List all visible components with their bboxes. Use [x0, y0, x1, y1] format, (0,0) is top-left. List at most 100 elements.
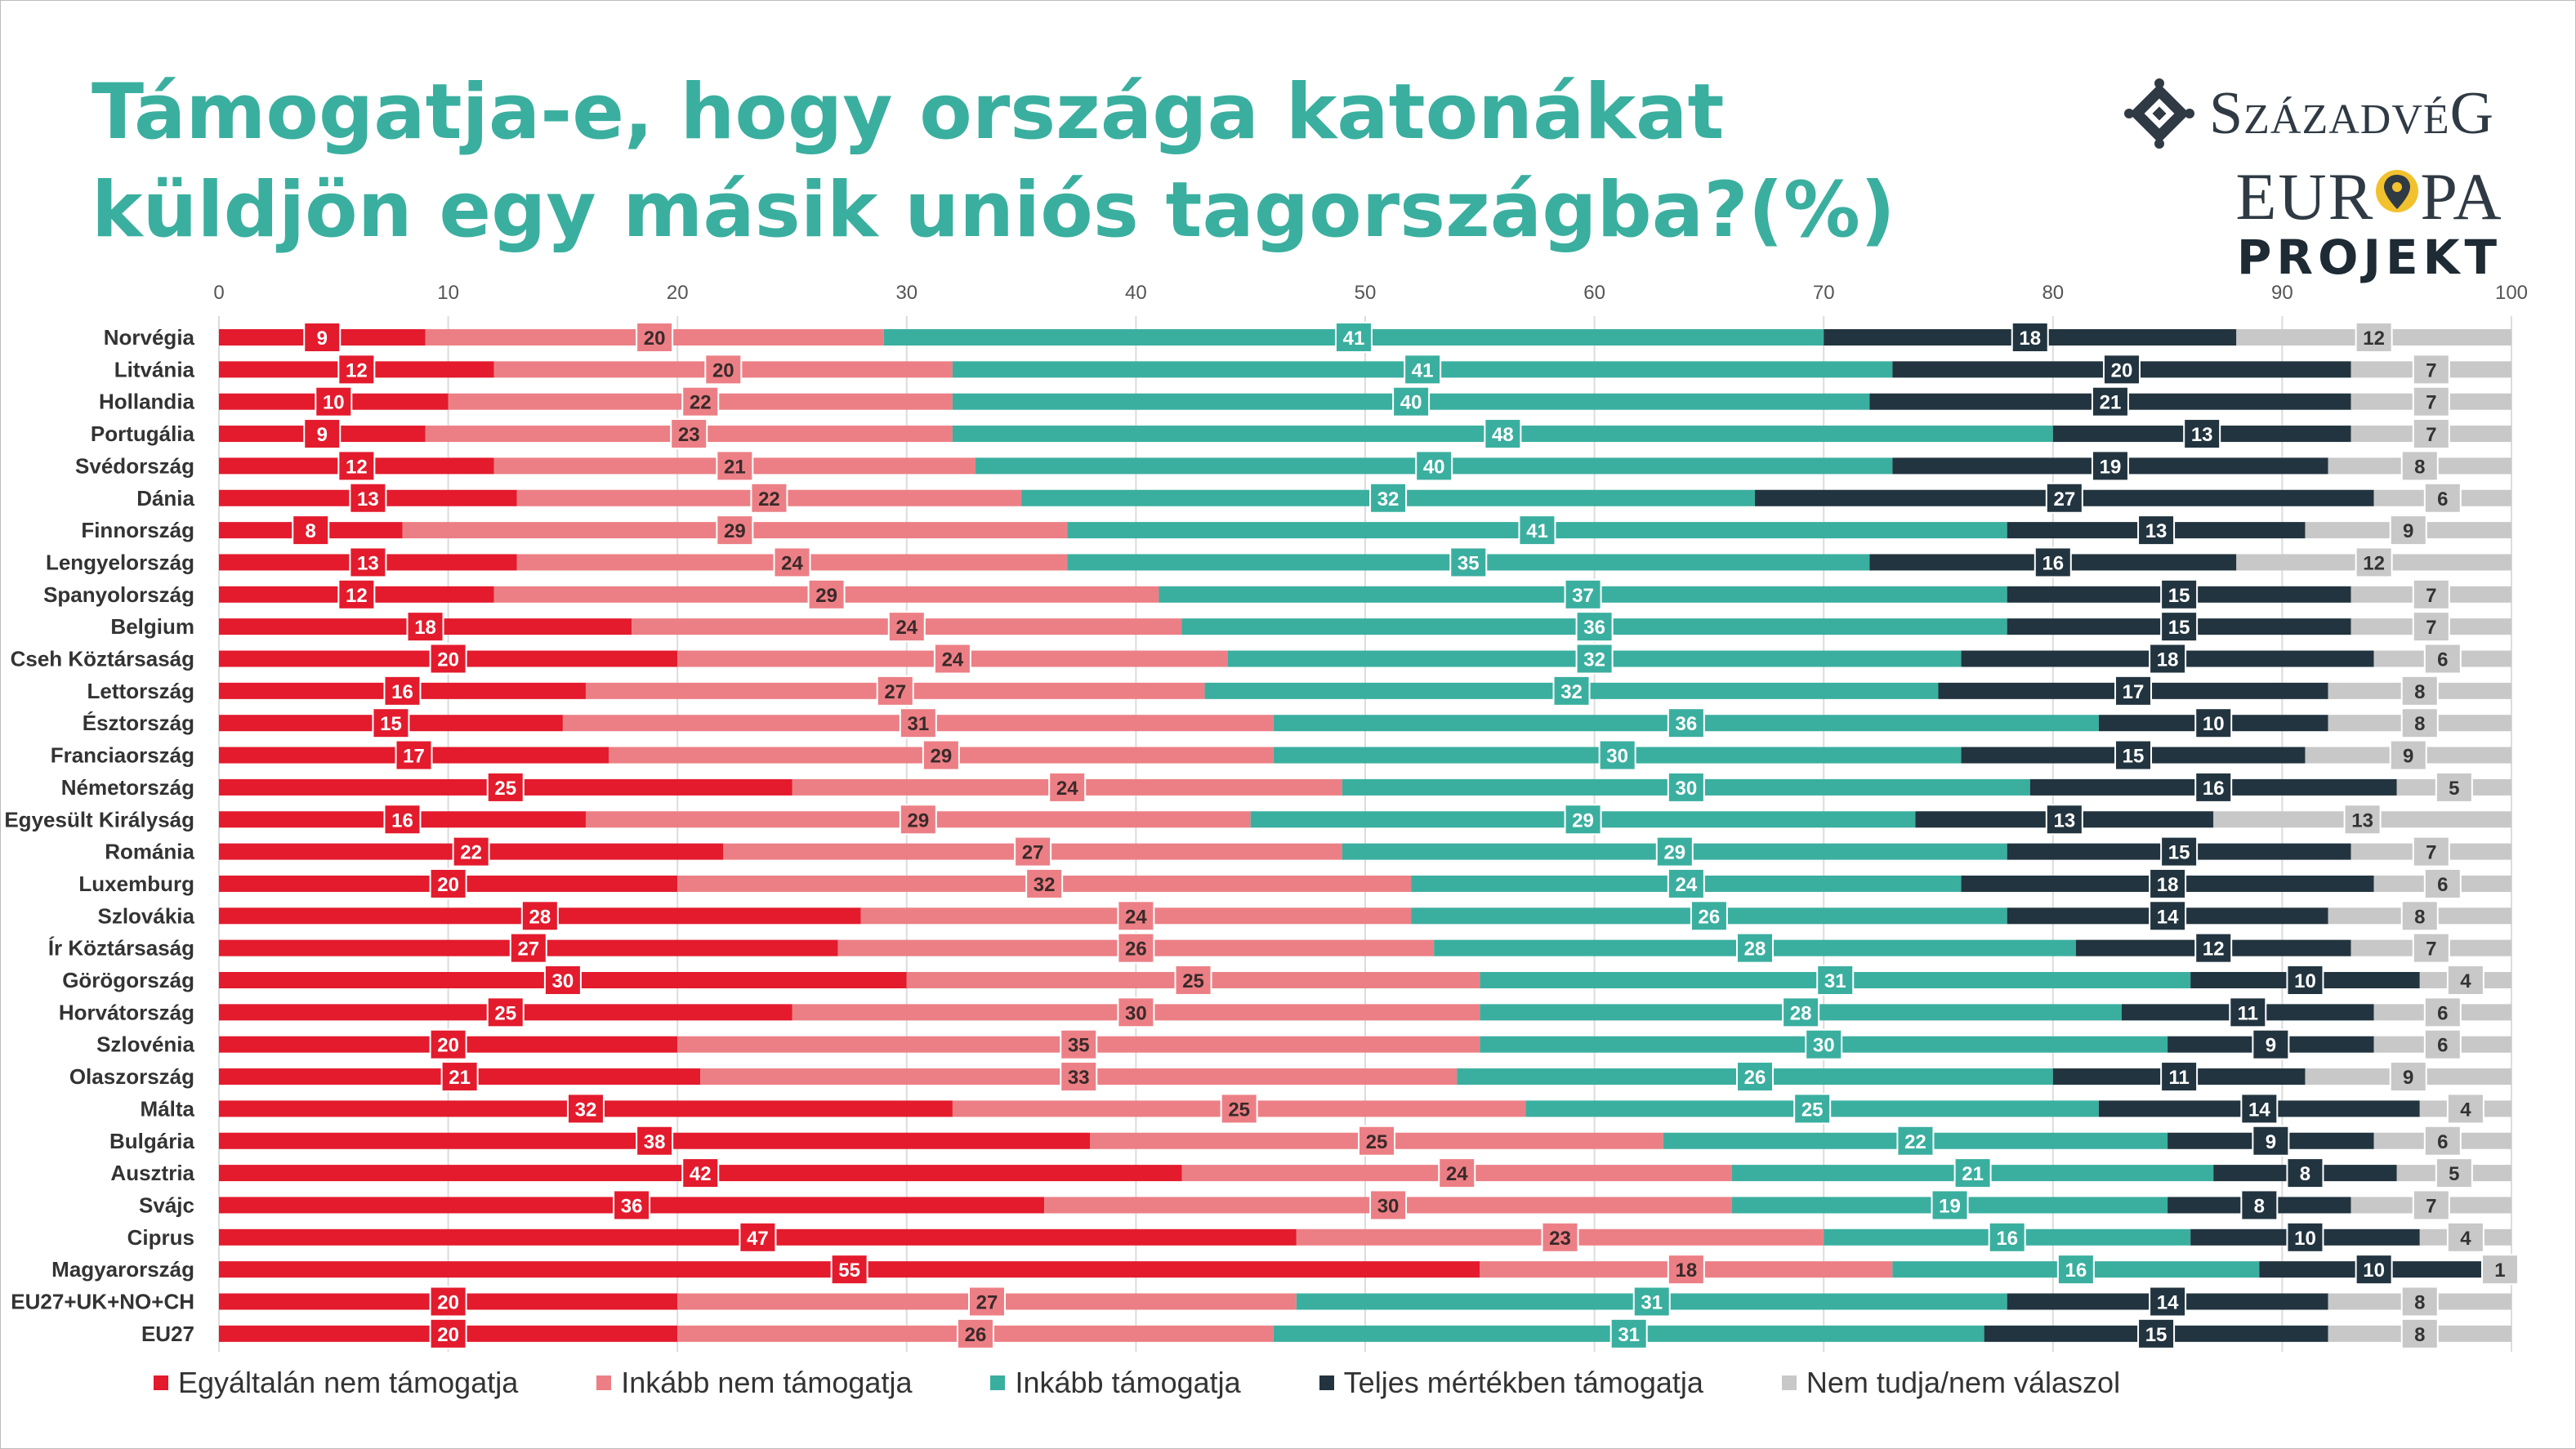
category-label: Svájc: [139, 1193, 194, 1217]
data-label: 31: [1618, 1324, 1640, 1346]
data-label-box: [2091, 450, 2129, 482]
data-label-box: [2423, 1125, 2462, 1157]
data-label: 6: [2437, 1131, 2448, 1153]
data-label-box: [520, 900, 559, 932]
data-label: 5: [2449, 1163, 2459, 1185]
data-label: 21: [1962, 1163, 1984, 1185]
category-label: Bulgária: [109, 1129, 195, 1153]
data-label: 25: [494, 778, 516, 800]
data-label-box: [670, 418, 708, 450]
data-label-box: [2137, 1317, 2176, 1349]
data-label-box: [750, 482, 788, 514]
data-label-box: [1953, 1157, 1992, 1189]
data-label: 36: [1675, 713, 1697, 735]
data-label-box: [303, 322, 342, 353]
category-label: Szlovénia: [96, 1032, 194, 1057]
data-label: 8: [306, 520, 316, 542]
category-label: Norvégia: [104, 325, 195, 350]
data-label-box: [1564, 804, 1602, 836]
data-label-box: [887, 611, 926, 643]
data-label-box: [899, 804, 937, 836]
legend-label: Inkább nem támogatja: [621, 1366, 913, 1399]
data-label-box: [1736, 932, 1775, 964]
x-tick-label: 90: [2271, 282, 2293, 304]
data-label: 8: [2414, 681, 2425, 703]
data-label-box: [1358, 1125, 1396, 1157]
category-label: EU27+UK+NO+CH: [11, 1290, 194, 1314]
data-label-box: [1415, 450, 1453, 482]
data-label: 7: [2426, 359, 2436, 381]
europa-wordmark: EUR PA: [2235, 159, 2503, 234]
data-label: 1: [2494, 1260, 2505, 1282]
data-label: 24: [1675, 874, 1697, 896]
category-label: Málta: [141, 1096, 195, 1121]
legend-item-4: Teljes mértékben támogatja: [1319, 1366, 1703, 1400]
data-label: 29: [931, 746, 953, 768]
data-label: 9: [317, 424, 328, 446]
data-label: 15: [2123, 746, 2145, 768]
data-label: 7: [2426, 585, 2436, 607]
data-label-box: [1117, 932, 1155, 964]
category-label: Portugália: [91, 421, 195, 446]
data-label-box: [452, 836, 490, 867]
category-label: Lengyelország: [46, 550, 194, 574]
data-label: 6: [2437, 1035, 2448, 1057]
category-label: Franciaország: [51, 743, 194, 768]
category-label: Luxemburg: [78, 872, 194, 896]
data-label-box: [440, 1061, 479, 1093]
data-label-box: [2446, 1221, 2484, 1253]
data-label-box: [2412, 386, 2450, 417]
data-label: 24: [895, 617, 917, 639]
data-label-box: [2229, 996, 2267, 1028]
projekt-wordmark: PROJEKT: [2236, 230, 2502, 285]
data-label: 16: [2203, 778, 2225, 800]
data-label-box: [2160, 1061, 2199, 1093]
data-label-box: [372, 707, 410, 739]
data-label: 26: [1125, 939, 1147, 961]
data-label: 41: [1526, 520, 1548, 542]
data-label-box: [2423, 867, 2462, 899]
data-label-box: [2137, 515, 2176, 546]
data-label: 24: [1446, 1163, 1468, 1185]
data-label-box: [543, 965, 582, 996]
szazadveg-logo: SzázadvéG: [2124, 78, 2494, 149]
category-label: Szlovákia: [97, 903, 194, 928]
category-label: Litvánia: [114, 357, 195, 381]
data-label-box: [1736, 1061, 1775, 1093]
data-label-box: [337, 578, 376, 610]
legend-item-3: Inkább támogatja: [990, 1366, 1241, 1400]
x-tick-label: 30: [895, 282, 917, 304]
data-label: 28: [1744, 939, 1766, 961]
data-label-box: [2400, 1317, 2439, 1349]
category-label: Svédország: [75, 453, 194, 478]
data-label: 24: [942, 649, 964, 671]
data-label: 20: [437, 874, 459, 896]
legend: Egyáltalán nem támogatja Inkább nem támo…: [154, 1366, 2523, 1400]
data-label-box: [2286, 1221, 2324, 1253]
data-label-box: [2355, 1254, 2393, 1286]
data-label-box: [2114, 675, 2153, 707]
data-label: 20: [712, 359, 734, 381]
data-label: 18: [2157, 649, 2179, 671]
data-label: 22: [460, 842, 482, 864]
data-label-box: [1449, 546, 1488, 578]
data-label-box: [830, 1254, 868, 1286]
data-label: 36: [621, 1195, 643, 1217]
data-label: 28: [1790, 1002, 1812, 1024]
data-label: 27: [1022, 842, 1044, 864]
data-label-box: [1392, 386, 1431, 417]
data-label-box: [2435, 771, 2473, 803]
data-label: 37: [1572, 585, 1594, 607]
data-label: 16: [2042, 552, 2064, 574]
legend-label: Nem tudja/nem válaszol: [1806, 1366, 2121, 1399]
data-label: 16: [2065, 1260, 2087, 1282]
data-label: 9: [2403, 746, 2413, 768]
data-label-box: [956, 1317, 994, 1349]
data-label-box: [2480, 1254, 2519, 1286]
data-label: 15: [2168, 842, 2190, 864]
data-label-box: [2149, 1286, 2187, 1317]
category-label: EU27: [141, 1322, 194, 1346]
category-label: Belgium: [110, 614, 194, 639]
data-label-box: [2149, 643, 2187, 675]
data-label-box: [773, 546, 811, 578]
